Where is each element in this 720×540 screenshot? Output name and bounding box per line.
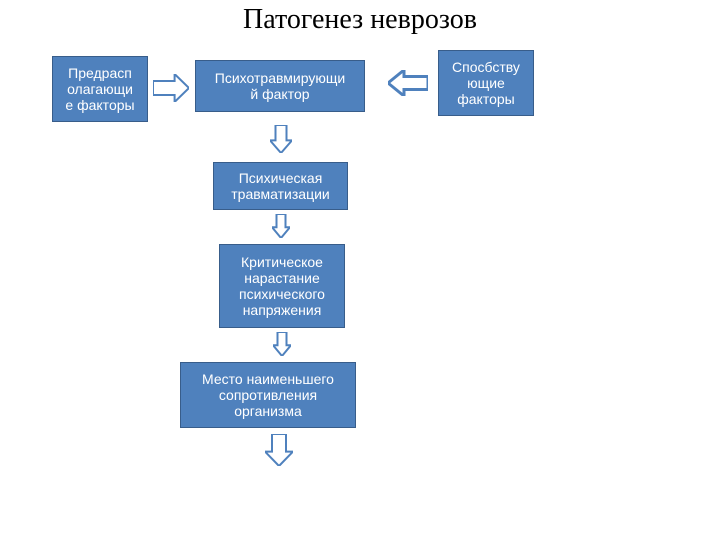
node-psychotraumatic: Психотравмирующи й фактор [195,60,365,112]
arrow-down-icon [272,214,290,238]
node-critical: Критическое нарастание психического напр… [219,244,345,328]
arrow-down-icon [270,125,292,153]
node-predisposing: Предрасп олагающи е факторы [52,56,148,122]
node-locus: Место наименьшего сопротивления организм… [180,362,356,428]
node-trauma: Психическая травматизации [213,162,348,210]
arrow-down-icon [265,434,293,466]
arrow-right-icon [153,74,189,102]
page-title: Патогенез неврозов [0,4,720,36]
node-contributing: Спосбству ющие факторы [438,50,534,116]
arrow-down-icon [273,332,291,356]
arrow-left-icon [388,70,428,96]
